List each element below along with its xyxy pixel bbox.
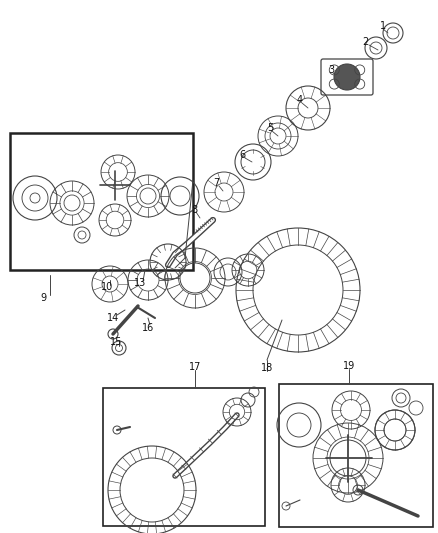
Text: 9: 9 <box>40 293 46 303</box>
Text: 4: 4 <box>297 95 303 105</box>
Bar <box>279 384 433 527</box>
Bar <box>10 133 193 270</box>
Text: 15: 15 <box>110 337 122 347</box>
Text: 13: 13 <box>134 278 146 288</box>
Text: 1: 1 <box>380 21 386 31</box>
Text: 7: 7 <box>213 178 219 188</box>
Circle shape <box>334 64 360 90</box>
Text: 10: 10 <box>101 282 113 292</box>
Text: 14: 14 <box>107 313 119 323</box>
Text: 16: 16 <box>142 323 154 333</box>
Text: 19: 19 <box>343 361 355 371</box>
Text: 2: 2 <box>362 37 368 47</box>
Text: 17: 17 <box>189 362 201 372</box>
Text: 18: 18 <box>261 363 273 373</box>
Bar <box>103 388 265 526</box>
Text: 5: 5 <box>267 123 273 133</box>
Text: 6: 6 <box>239 150 245 160</box>
Text: 8: 8 <box>191 205 197 215</box>
Text: 3: 3 <box>328 65 334 75</box>
